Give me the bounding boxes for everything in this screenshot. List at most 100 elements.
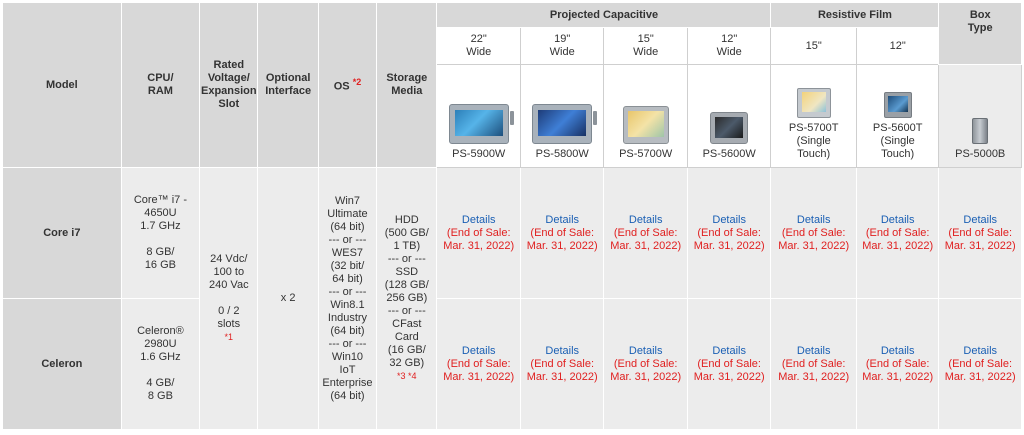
box-computer-image [972,118,989,144]
details-link[interactable]: Details [545,213,580,226]
end-of-sale-text: (End of Sale: Mar. 31, 2022) [443,226,515,252]
end-of-sale-text: (End of Sale: Mar. 31, 2022) [526,357,598,383]
header-projected-capacitive: Projected Capacitive [436,2,772,28]
end-of-sale-text: (End of Sale: Mar. 31, 2022) [944,357,1016,383]
end-of-sale-text: (End of Sale: Mar. 31, 2022) [610,357,682,383]
size-22-wide: 22" Wide [436,27,521,65]
details-cell: Details (End of Sale: Mar. 31, 2022) [686,298,772,430]
product-name-ps-5900w: PS-5900W [452,148,506,160]
header-box-type: Box Type [938,2,1022,65]
end-of-sale-text: (End of Sale: Mar. 31, 2022) [693,357,765,383]
details-link[interactable]: Details [796,344,831,357]
os-cell: Win7 Ultimate (64 bit) --- or --- WES7 (… [317,167,378,430]
end-of-sale-text: (End of Sale: Mar. 31, 2022) [693,226,765,252]
product-ps-5800w[interactable]: PS-5800W [519,64,605,168]
header-model: Model [2,2,122,168]
size-22-text: 22" Wide [466,33,492,58]
header-box-text: Box Type [967,9,993,34]
details-cell: Details (End of Sale: Mar. 31, 2022) [436,167,521,299]
os-text: Win7 Ultimate (64 bit) --- or --- WES7 (… [322,194,373,402]
details-cell: Details (End of Sale: Mar. 31, 2022) [855,167,940,299]
details-link[interactable]: Details [545,344,580,357]
size-19-wide: 19" Wide [519,27,605,65]
header-optional-interface: Optional Interface [257,2,319,168]
details-cell: Details (End of Sale: Mar. 31, 2022) [938,167,1022,299]
rated-voltage-cell: 24 Vdc/ 100 to 240 Vac 0 / 2 slots *1 [199,167,259,430]
details-cell: Details (End of Sale: Mar. 31, 2022) [770,298,857,430]
cpu-celeron-text: Celeron® 2980U 1.6 GHz 4 GB/ 8 GB [137,325,184,402]
product-ps-5700w[interactable]: PS-5700W [603,64,688,168]
row-cpu-celeron: Celeron® 2980U 1.6 GHz 4 GB/ 8 GB [120,298,201,430]
end-of-sale-text: (End of Sale: Mar. 31, 2022) [862,226,934,252]
product-ps-5600t[interactable]: PS-5600T (Single Touch) [855,64,940,168]
header-cpu-ram: CPU/ RAM [120,2,201,168]
rated-voltage-text: 24 Vdc/ 100 to 240 Vac 0 / 2 slots [209,253,249,330]
header-optional-text: Optional Interface [265,72,312,97]
product-ps-5700t[interactable]: PS-5700T (Single Touch) [770,64,857,168]
optional-interface-cell: x 2 [257,167,319,430]
details-cell: Details (End of Sale: Mar. 31, 2022) [855,298,940,430]
panel-computer-12-resistive-image [883,92,912,118]
panel-computer-15-wide-image [622,106,669,144]
product-ps-5600w[interactable]: PS-5600W [686,64,772,168]
table-row: Core i7 Core™ i7 - 4650U 1.7 GHz 8 GB/ 1… [2,167,1022,430]
size-12-wide: 12" Wide [686,27,772,65]
size-15-text: 15" Wide [633,33,659,58]
size-15-resistive: 15" [770,27,857,65]
end-of-sale-text: (End of Sale: Mar. 31, 2022) [610,226,682,252]
storage-text: HDD (500 GB/ 1 TB) --- or --- SSD (128 G… [384,214,429,369]
header-storage-text: Storage Media [386,72,428,97]
panel-computer-12-wide-image [710,112,749,144]
details-cell: Details (End of Sale: Mar. 31, 2022) [770,167,857,299]
product-name-ps-5000b: PS-5000B [955,148,1006,160]
details-link[interactable]: Details [461,344,496,357]
panel-computer-19-wide-image [532,104,598,144]
header-cpu-ram-text: CPU/ RAM [147,72,174,97]
row-cpu-core-i7: Core™ i7 - 4650U 1.7 GHz 8 GB/ 16 GB [120,167,201,299]
details-link[interactable]: Details [461,213,496,226]
details-link[interactable]: Details [628,213,663,226]
end-of-sale-text: (End of Sale: Mar. 31, 2022) [778,357,850,383]
panel-computer-15-resistive-image [796,88,831,118]
header-rated-voltage: Rated Voltage/ Expansion Slot [199,2,259,168]
header-os-text: OS [333,80,350,93]
details-link[interactable]: Details [880,213,915,226]
details-cell: Details (End of Sale: Mar. 31, 2022) [519,167,605,299]
details-link[interactable]: Details [628,344,663,357]
details-cell: Details (End of Sale: Mar. 31, 2022) [603,298,688,430]
os-note: *2 [352,77,362,88]
details-link[interactable]: Details [712,213,746,226]
details-cell: Details (End of Sale: Mar. 31, 2022) [519,298,605,430]
size-19-text: 19" Wide [549,33,575,58]
cpu-core-i7-text: Core™ i7 - 4650U 1.7 GHz 8 GB/ 16 GB [133,194,187,271]
details-link[interactable]: Details [712,344,746,357]
product-name-ps-5700t: PS-5700T (Single Touch) [788,122,839,160]
product-name-ps-5800w: PS-5800W [535,148,589,160]
storage-cell: HDD (500 GB/ 1 TB) --- or --- SSD (128 G… [376,167,438,430]
product-ps-5000b[interactable]: PS-5000B [938,64,1022,168]
header-storage-media: Storage Media [376,2,438,168]
header-rated-text: Rated Voltage/ Expansion Slot [200,59,257,110]
details-link[interactable]: Details [963,213,998,226]
size-15-wide: 15" Wide [603,27,688,65]
storage-note: *3 *4 [397,371,417,381]
row-model-celeron: Celeron [2,298,122,430]
details-cell: Details (End of Sale: Mar. 31, 2022) [603,167,688,299]
header-resistive-film: Resistive Film [770,2,940,28]
details-cell: Details (End of Sale: Mar. 31, 2022) [686,167,772,299]
end-of-sale-text: (End of Sale: Mar. 31, 2022) [443,357,515,383]
details-cell: Details (End of Sale: Mar. 31, 2022) [938,298,1022,430]
details-link[interactable]: Details [796,213,831,226]
product-name-ps-5600t: PS-5600T (Single Touch) [872,122,923,160]
product-ps-5900w[interactable]: PS-5900W [436,64,521,168]
details-link[interactable]: Details [963,344,998,357]
end-of-sale-text: (End of Sale: Mar. 31, 2022) [778,226,850,252]
end-of-sale-text: (End of Sale: Mar. 31, 2022) [944,226,1016,252]
size-12-resistive: 12" [855,27,940,65]
details-link[interactable]: Details [880,344,915,357]
table-row: Celeron Celeron® 2980U 1.6 GHz 4 GB/ 8 G… [2,298,1022,430]
header-os: OS *2 [317,2,378,168]
product-name-ps-5600w: PS-5600W [702,148,756,160]
end-of-sale-text: (End of Sale: Mar. 31, 2022) [526,226,598,252]
